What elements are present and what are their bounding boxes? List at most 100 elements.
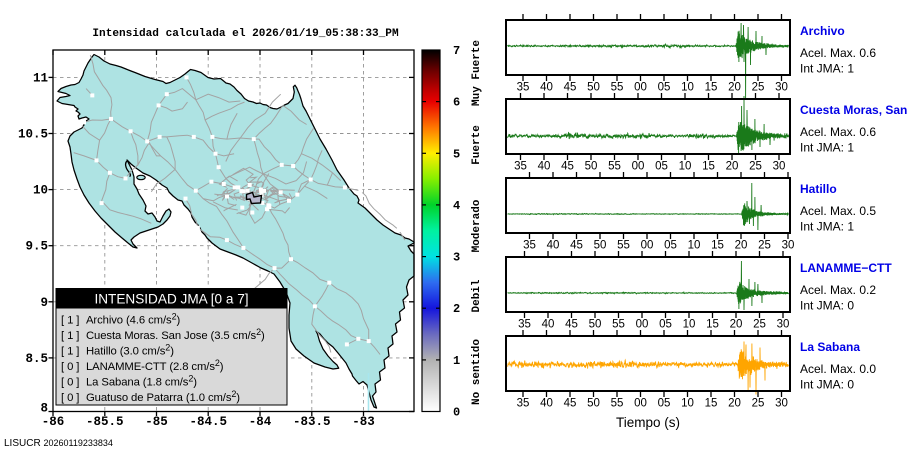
svg-text:30: 30 — [775, 82, 788, 94]
svg-text:15: 15 — [702, 161, 715, 173]
svg-text:Acel. Max. 0.6: Acel. Max. 0.6 — [800, 125, 876, 139]
svg-text:8: 8 — [40, 402, 48, 416]
svg-text:Debil: Debil — [471, 279, 483, 312]
svg-text:35: 35 — [514, 161, 527, 173]
svg-text:Hatillo: Hatillo — [800, 182, 837, 196]
svg-text:[ 0 ]: [ 0 ] — [61, 392, 79, 404]
svg-text:-85: -85 — [145, 415, 168, 429]
svg-text:4: 4 — [453, 199, 460, 213]
svg-text:25: 25 — [753, 319, 766, 331]
svg-text:55: 55 — [611, 82, 624, 94]
svg-text:Archivo (4.6 cm/s2): Archivo (4.6 cm/s2) — [86, 312, 180, 327]
svg-text:10: 10 — [683, 319, 696, 331]
svg-text:45: 45 — [570, 240, 583, 252]
svg-text:Fuerte: Fuerte — [471, 125, 483, 165]
svg-text:2: 2 — [453, 302, 460, 316]
svg-text:LANAMME−CTT: LANAMME−CTT — [800, 261, 892, 275]
svg-text:55: 55 — [611, 398, 624, 410]
svg-text:Acel. Max. 0.2: Acel. Max. 0.2 — [800, 283, 876, 297]
svg-text:30: 30 — [775, 398, 788, 410]
svg-text:45: 45 — [564, 82, 577, 94]
svg-text:55: 55 — [617, 240, 630, 252]
svg-text:10: 10 — [688, 240, 701, 252]
svg-text:Hatillo (3.0 cm/s2): Hatillo (3.0 cm/s2) — [86, 343, 174, 358]
svg-text:55: 55 — [612, 319, 625, 331]
svg-text:7: 7 — [453, 44, 460, 58]
svg-text:LANAMME-CTT (2.8 cm/s2): LANAMME-CTT (2.8 cm/s2) — [86, 358, 224, 373]
svg-text:-83.5: -83.5 — [293, 415, 331, 429]
svg-text:Tiempo (s): Tiempo (s) — [616, 415, 680, 430]
svg-text:10.5: 10.5 — [18, 128, 48, 142]
svg-text:Int JMA: 1: Int JMA: 1 — [800, 141, 854, 155]
svg-text:40: 40 — [540, 398, 553, 410]
svg-text:05: 05 — [655, 161, 668, 173]
svg-text:20: 20 — [735, 240, 748, 252]
svg-text:[ 1 ]: [ 1 ] — [61, 346, 79, 358]
svg-text:40: 40 — [538, 161, 551, 173]
svg-text:[ 0 ]: [ 0 ] — [61, 361, 79, 373]
svg-text:45: 45 — [561, 161, 574, 173]
svg-text:05: 05 — [658, 82, 671, 94]
svg-text:La Sabana (1.8 cm/s2): La Sabana (1.8 cm/s2) — [86, 374, 197, 389]
svg-text:9.5: 9.5 — [25, 240, 48, 254]
svg-text:50: 50 — [589, 319, 602, 331]
svg-text:10: 10 — [33, 184, 48, 198]
svg-text:Archivo: Archivo — [800, 24, 845, 38]
svg-text:35: 35 — [523, 240, 536, 252]
svg-text:20: 20 — [728, 398, 741, 410]
svg-text:45: 45 — [564, 398, 577, 410]
svg-text:Cuesta Moras, San Jose: Cuesta Moras, San Jose — [800, 103, 910, 117]
svg-text:Int JMA: 0: Int JMA: 0 — [800, 378, 854, 392]
svg-text:30: 30 — [777, 319, 790, 331]
svg-text:20: 20 — [728, 82, 741, 94]
svg-text:00: 00 — [634, 82, 647, 94]
svg-text:40: 40 — [547, 240, 560, 252]
svg-text:Int JMA: 1: Int JMA: 1 — [800, 62, 854, 76]
svg-text:25: 25 — [752, 398, 765, 410]
svg-text:15: 15 — [705, 82, 718, 94]
svg-text:Cuesta Moras. San Jose (3.5 cm: Cuesta Moras. San Jose (3.5 cm/s2) — [86, 327, 265, 342]
svg-text:00: 00 — [632, 161, 645, 173]
svg-text:5: 5 — [453, 147, 460, 161]
svg-text:-84: -84 — [249, 415, 272, 429]
svg-text:Int JMA: 1: Int JMA: 1 — [800, 220, 854, 234]
svg-text:40: 40 — [540, 82, 553, 94]
svg-text:3: 3 — [453, 251, 460, 265]
svg-text:50: 50 — [585, 161, 598, 173]
svg-text:15: 15 — [705, 398, 718, 410]
svg-text:15: 15 — [711, 240, 724, 252]
svg-text:25: 25 — [758, 240, 771, 252]
svg-text:50: 50 — [594, 240, 607, 252]
svg-text:[ 0 ]: [ 0 ] — [61, 377, 79, 389]
svg-text:-85.5: -85.5 — [86, 415, 124, 429]
svg-text:Acel. Max. 0.5: Acel. Max. 0.5 — [800, 204, 876, 218]
svg-text:35: 35 — [517, 398, 530, 410]
svg-text:1: 1 — [453, 354, 460, 368]
svg-text:20: 20 — [726, 161, 739, 173]
svg-text:-84.5: -84.5 — [189, 415, 227, 429]
svg-text:Acel. Max. 0.6: Acel. Max. 0.6 — [800, 46, 876, 60]
svg-text:10: 10 — [681, 82, 694, 94]
svg-text:Muy Fuerte: Muy Fuerte — [471, 40, 483, 106]
svg-text:35: 35 — [517, 82, 530, 94]
svg-text:25: 25 — [752, 82, 765, 94]
svg-text:05: 05 — [659, 319, 672, 331]
svg-text:40: 40 — [542, 319, 555, 331]
svg-text:30: 30 — [773, 161, 786, 173]
svg-text:45: 45 — [565, 319, 578, 331]
svg-text:30: 30 — [782, 240, 795, 252]
svg-text:La Sabana: La Sabana — [800, 340, 860, 354]
svg-text:8.5: 8.5 — [25, 352, 48, 366]
svg-text:50: 50 — [587, 398, 600, 410]
svg-text:35: 35 — [518, 319, 531, 331]
svg-text:9: 9 — [40, 296, 48, 310]
svg-text:Acel. Max. 0.0: Acel. Max. 0.0 — [800, 362, 876, 376]
svg-text:LISUCR 20260119233834: LISUCR 20260119233834 — [4, 438, 113, 449]
svg-text:00: 00 — [636, 319, 649, 331]
svg-text:[ 1 ]: [ 1 ] — [61, 330, 79, 342]
svg-text:-83: -83 — [352, 415, 375, 429]
svg-text:10: 10 — [681, 398, 694, 410]
svg-text:0: 0 — [453, 406, 460, 420]
svg-text:[ 1 ]: [ 1 ] — [61, 315, 79, 327]
svg-text:Intensidad calculada el 2026/0: Intensidad calculada el 2026/01/19_05:38… — [92, 28, 399, 40]
